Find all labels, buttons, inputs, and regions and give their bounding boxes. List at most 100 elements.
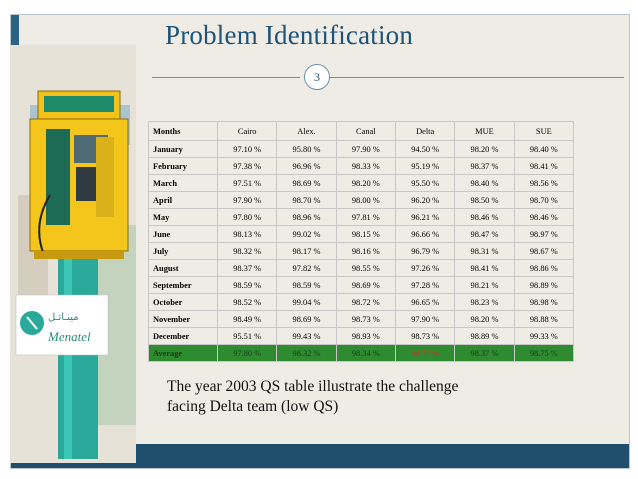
table-cell: 98.37 % [216, 259, 278, 277]
table-cell: 98.21 % [454, 276, 515, 294]
column-header: Cairo [216, 121, 278, 141]
table-cell: 98.49 % [216, 310, 278, 328]
table-row: June 98.13 % 99.02 % 98.15 % 96.66 % 98.47 % 9… [148, 225, 575, 243]
table-cell: 98.00 % [335, 191, 396, 209]
payphone-illustration: مينـاتـل Menatel [10, 45, 136, 463]
table-cell: 98.70 % [513, 191, 575, 209]
table-cell: 95.51 % [216, 327, 278, 345]
table-cell: 98.41 % [513, 157, 575, 175]
table-cell: 99.43 % [276, 327, 337, 345]
table-cell: 98.96 % [276, 208, 337, 226]
column-header: Delta [394, 121, 456, 141]
month-cell: June [148, 225, 218, 243]
table-cell: 97.26 % [394, 259, 456, 277]
title-divider-left [152, 77, 300, 78]
table-cell: 99.33 % [513, 327, 575, 345]
table-cell: 96.96 % [276, 157, 337, 175]
table-cell: 99.04 % [276, 293, 337, 311]
table-cell: 98.20 % [454, 140, 515, 158]
table-cell: 98.73 % [335, 310, 396, 328]
table-cell: 97.90 % [216, 191, 278, 209]
average-cell: 98.75 % [513, 344, 575, 362]
table-cell: 98.93 % [335, 327, 396, 345]
table-cell: 98.20 % [454, 310, 515, 328]
note-line-1: The year 2003 QS table illustrate the ch… [167, 378, 459, 395]
month-cell: March [148, 174, 218, 192]
table-cell: 98.31 % [454, 242, 515, 260]
table-cell: 98.46 % [454, 208, 515, 226]
table-cell: 97.80 % [216, 208, 278, 226]
slide-title: Problem Identification [165, 20, 414, 50]
table-cell: 98.50 % [454, 191, 515, 209]
table-row: August 98.37 % 97.82 % 98.55 % 97.26 % 98.41 … [148, 259, 575, 277]
column-header: SUE [513, 121, 575, 141]
month-cell: July [148, 242, 218, 260]
table-cell: 98.13 % [216, 225, 278, 243]
table-cell: 97.90 % [335, 140, 396, 158]
logo-text: Menatel [47, 329, 91, 344]
table-cell: 97.82 % [276, 259, 337, 277]
table-cell: 98.56 % [513, 174, 575, 192]
table-cell: 97.51 % [216, 174, 278, 192]
table-cell: 98.46 % [513, 208, 575, 226]
table-cell: 95.50 % [394, 174, 456, 192]
table-cell: 98.37 % [454, 157, 515, 175]
table-cell: 96.79 % [394, 242, 456, 260]
table-cell: 98.16 % [335, 242, 396, 260]
table-cell: 98.86 % [513, 259, 575, 277]
table-cell: 98.69 % [335, 276, 396, 294]
table-cell: 96.21 % [394, 208, 456, 226]
table-header-row: Months Cairo Alex. Canal Delta MUE SUE [148, 121, 575, 141]
table-cell: 98.23 % [454, 293, 515, 311]
table-row: January 97.10 % 95.80 % 97.90 % 94.50 % 98.20… [148, 140, 575, 158]
table-cell: 96.66 % [394, 225, 456, 243]
table-cell: 97.28 % [394, 276, 456, 294]
table-cell: 98.73 % [394, 327, 456, 345]
table-cell: 95.80 % [276, 140, 337, 158]
table-cell: 99.02 % [276, 225, 337, 243]
table-row: December 95.51 % 99.43 % 98.93 % 98.73 % 98.8… [148, 327, 575, 345]
table-cell: 94.50 % [394, 140, 456, 158]
average-cell: 98.34 % [335, 344, 396, 362]
table-cell: 98.41 % [454, 259, 515, 277]
month-cell: April [148, 191, 218, 209]
month-cell: October [148, 293, 218, 311]
table-cell: 98.69 % [276, 310, 337, 328]
month-cell: November [148, 310, 218, 328]
logo-arabic-text: مينـاتـل [48, 312, 79, 323]
table-cell: 98.59 % [216, 276, 278, 294]
table-row: February 97.38 % 96.96 % 98.33 % 95.19 % 98.3… [148, 157, 575, 175]
month-cell: August [148, 259, 218, 277]
month-cell: September [148, 276, 218, 294]
table-cell: 98.67 % [513, 242, 575, 260]
table-row: October 98.52 % 99.04 % 98.72 % 96.65 % 98.23… [148, 293, 575, 311]
average-cell: 98.37 % [454, 344, 515, 362]
table-cell: 97.90 % [394, 310, 456, 328]
table-cell: 98.40 % [513, 140, 575, 158]
average-cell: 97.80 % [216, 344, 278, 362]
table-row: April 97.90 % 98.70 % 98.00 % 96.20 % 98.50 %… [148, 191, 575, 209]
table-cell: 98.47 % [454, 225, 515, 243]
table-cell: 98.20 % [335, 174, 396, 192]
table-cell: 95.19 % [394, 157, 456, 175]
table-cell: 98.89 % [513, 276, 575, 294]
table-cell: 96.65 % [394, 293, 456, 311]
column-header: Canal [335, 121, 396, 141]
table-cell: 98.98 % [513, 293, 575, 311]
title-divider-right [328, 77, 624, 78]
column-header: Months [148, 121, 218, 141]
table-cell: 98.32 % [216, 242, 278, 260]
slide-note: The year 2003 QS table illustrate the ch… [167, 377, 497, 417]
table-cell: 96.20 % [394, 191, 456, 209]
table-cell: 97.81 % [335, 208, 396, 226]
table-cell: 98.72 % [335, 293, 396, 311]
table-row: July 98.32 % 98.17 % 98.16 % 96.79 % 98.31 % 9… [148, 242, 575, 260]
table-cell: 98.59 % [276, 276, 337, 294]
table-cell: 98.97 % [513, 225, 575, 243]
table-cell: 98.55 % [335, 259, 396, 277]
column-header: MUE [454, 121, 515, 141]
table-cell: 98.15 % [335, 225, 396, 243]
page-number: 3 [304, 64, 330, 90]
average-row: Average 97.80 % 98.32 % 98.34 % 96.57 % 98.37… [148, 344, 575, 362]
table-cell: 98.88 % [513, 310, 575, 328]
